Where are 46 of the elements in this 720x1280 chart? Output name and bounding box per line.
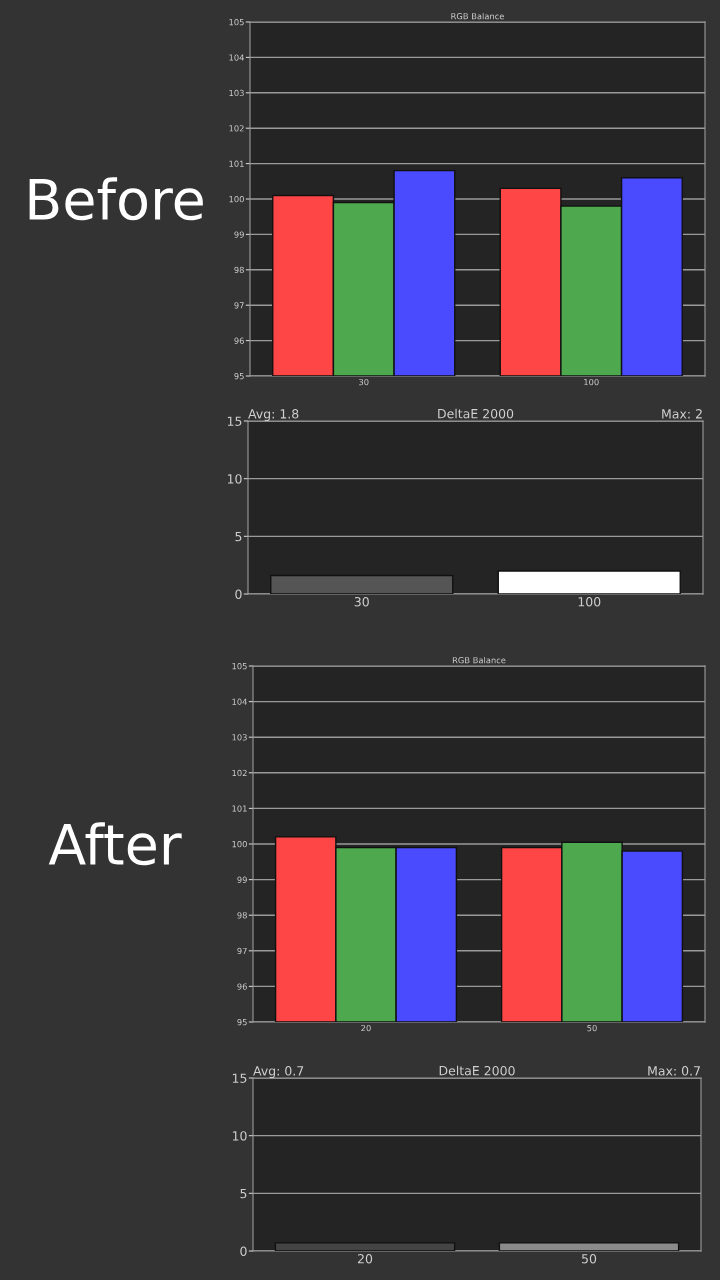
y-tick-label: 10: [227, 474, 242, 484]
y-tick-label: 103: [232, 734, 247, 741]
text: Avg: 0.7: [253, 1066, 304, 1078]
chart-title: RGB Balance: [452, 656, 506, 664]
chart-title: DeltaE 2000: [439, 1065, 515, 1076]
x-tick-label: 30: [354, 597, 369, 607]
text: Before: [29, 177, 203, 221]
x-tick-label: 20: [357, 1254, 373, 1264]
y-tick-label: 0: [240, 1246, 247, 1256]
y-tick-label: 100: [229, 195, 244, 203]
y-tick-label: 105: [232, 662, 247, 670]
y-tick-label: 15: [227, 416, 242, 426]
y-tick-label: 98: [237, 912, 247, 919]
y-tick-label: 102: [232, 769, 247, 777]
x-tick-label: 50: [587, 1024, 597, 1032]
text: After: [48, 822, 182, 866]
y-tick-label: 15: [232, 1073, 247, 1083]
y-tick-label: 98: [234, 266, 244, 274]
y-tick-label: 5: [235, 531, 242, 542]
y-tick-label: 104: [232, 698, 247, 705]
text: Max: 2: [662, 409, 702, 419]
y-tick-label: 96: [237, 983, 247, 990]
y-tick-label: 5: [240, 1188, 247, 1199]
y-tick-label: 99: [234, 231, 244, 238]
y-tick-label: 103: [229, 89, 244, 97]
y-tick-label: 101: [229, 160, 244, 167]
x-tick-label: 50: [582, 1254, 597, 1264]
text: Avg: 1.8: [248, 409, 299, 421]
x-tick-label: 30: [359, 378, 369, 386]
chart-title: RGB Balance: [451, 12, 504, 20]
y-tick-label: 96: [234, 337, 244, 344]
y-tick-label: 101: [232, 805, 247, 812]
y-tick-label: 10: [232, 1131, 247, 1141]
y-tick-label: 102: [229, 125, 244, 132]
x-tick-label: 20: [361, 1024, 371, 1032]
y-tick-label: 104: [229, 54, 244, 61]
y-tick-label: 0: [235, 589, 242, 599]
text: Max: 0.7: [648, 1066, 700, 1076]
y-tick-label: 97: [234, 302, 244, 309]
y-tick-label: 99: [237, 876, 247, 883]
y-tick-label: 95: [234, 372, 244, 380]
y-tick-label: 97: [237, 947, 247, 955]
y-tick-label: 100: [232, 840, 247, 848]
y-tick-label: 95: [237, 1018, 247, 1026]
y-tick-label: 105: [229, 18, 244, 26]
chart-title: DeltaE 2000: [438, 408, 514, 419]
